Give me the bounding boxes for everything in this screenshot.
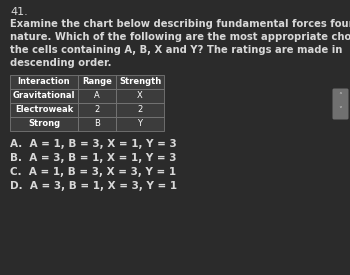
Bar [78, 117, 116, 131]
Text: C.  A = 1, B = 3, X = 3, Y = 1: C. A = 1, B = 3, X = 3, Y = 1 [10, 167, 176, 177]
Bar [116, 89, 164, 103]
Text: descending order.: descending order. [10, 58, 112, 68]
Text: ˄: ˄ [338, 92, 342, 101]
Text: 41.: 41. [10, 7, 28, 17]
Text: 2: 2 [94, 106, 100, 114]
Text: Strength: Strength [119, 78, 161, 87]
Text: ˅: ˅ [338, 106, 342, 115]
Text: Gravitational: Gravitational [13, 92, 75, 100]
Text: Examine the chart below describing fundamental forces found in: Examine the chart below describing funda… [10, 19, 350, 29]
Text: A.  A = 1, B = 3, X = 1, Y = 3: A. A = 1, B = 3, X = 1, Y = 3 [10, 139, 177, 149]
Text: Electroweak: Electroweak [15, 106, 73, 114]
Text: A: A [94, 92, 100, 100]
Bar [116, 103, 164, 117]
Bar [10, 117, 78, 131]
Text: the cells containing A, B, X and Y? The ratings are made in: the cells containing A, B, X and Y? The … [10, 45, 342, 55]
Bar [116, 117, 164, 131]
Text: D.  A = 3, B = 1, X = 3, Y = 1: D. A = 3, B = 1, X = 3, Y = 1 [10, 181, 177, 191]
Text: X: X [137, 92, 143, 100]
Text: Range: Range [82, 78, 112, 87]
Bar [78, 75, 116, 89]
Text: Strong: Strong [28, 120, 60, 128]
Text: Y: Y [138, 120, 142, 128]
Bar [78, 89, 116, 103]
Bar [10, 75, 78, 89]
Text: nature. Which of the following are the most appropriate choices for: nature. Which of the following are the m… [10, 32, 350, 42]
Text: B.  A = 3, B = 1, X = 1, Y = 3: B. A = 3, B = 1, X = 1, Y = 3 [10, 153, 176, 163]
Bar [10, 103, 78, 117]
FancyBboxPatch shape [332, 89, 349, 120]
Text: B: B [94, 120, 100, 128]
Text: Interaction: Interaction [18, 78, 70, 87]
Bar [10, 89, 78, 103]
Text: 2: 2 [137, 106, 143, 114]
Bar [116, 75, 164, 89]
Bar [78, 103, 116, 117]
